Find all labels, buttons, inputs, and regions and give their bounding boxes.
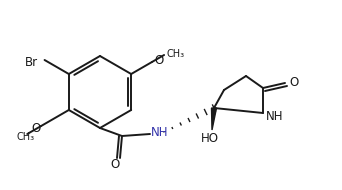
Text: CH₃: CH₃: [16, 132, 34, 142]
Text: O: O: [289, 75, 298, 89]
Text: Br: Br: [25, 56, 38, 70]
Text: HO: HO: [201, 131, 219, 145]
Text: NH: NH: [151, 127, 169, 139]
Text: O: O: [31, 123, 41, 135]
Text: O: O: [110, 158, 120, 172]
Text: NH: NH: [266, 111, 284, 124]
Polygon shape: [211, 108, 216, 130]
Text: CH₃: CH₃: [166, 49, 184, 59]
Text: O: O: [154, 55, 163, 67]
